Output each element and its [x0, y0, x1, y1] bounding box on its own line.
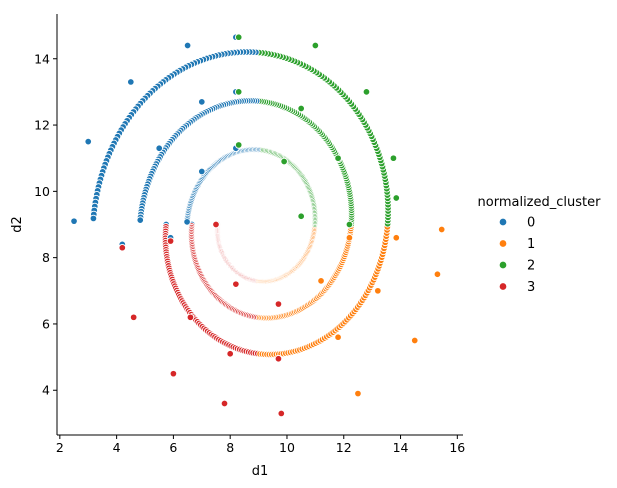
x-ticks: 2 4 6 8 10 12 14 16 — [56, 435, 465, 455]
y-tick-label: 12 — [34, 118, 50, 133]
y-tick-label: 8 — [42, 250, 50, 265]
scatter-point — [183, 218, 191, 226]
x-tick-label: 10 — [279, 440, 295, 455]
scatter-point — [334, 154, 342, 162]
scatter-point — [136, 216, 144, 224]
scatter-point — [274, 300, 283, 308]
scatter-point — [392, 234, 401, 242]
scatter-point — [226, 350, 234, 358]
scatter-point — [84, 137, 92, 146]
scatter-point — [277, 409, 286, 418]
axes: 2 4 6 8 10 12 14 16 4 6 8 10 12 14 d1 d2 — [10, 14, 465, 479]
scatter-point — [198, 98, 206, 106]
scatter-point — [345, 234, 354, 242]
scatter-point — [274, 355, 283, 363]
y-axis-label: d2 — [10, 216, 25, 233]
scatter-point — [129, 313, 138, 322]
legend-marker — [498, 239, 508, 248]
scatter-point — [234, 141, 243, 149]
scatter-point — [212, 220, 220, 229]
x-axis-label: d1 — [252, 464, 269, 479]
x-tick-label: 2 — [56, 440, 64, 455]
x-tick-label: 16 — [449, 440, 465, 455]
scatter-point — [297, 104, 305, 113]
scatter-point — [220, 399, 229, 408]
legend-label: 2 — [527, 259, 535, 274]
scatter-point — [234, 33, 243, 41]
scatter-point — [433, 270, 442, 278]
scatter-point — [169, 369, 178, 378]
scatter-point — [234, 88, 243, 96]
scatter-point — [334, 333, 342, 341]
scatter-point — [297, 212, 305, 220]
scatter-point — [198, 167, 206, 176]
scatter-point — [392, 194, 401, 202]
scatter-point — [345, 220, 354, 229]
y-tick-label: 4 — [42, 383, 50, 398]
scatter-point — [127, 78, 135, 86]
x-tick-label: 8 — [226, 440, 234, 455]
x-tick-label: 12 — [336, 440, 352, 455]
x-tick-label: 14 — [393, 440, 409, 455]
legend-marker — [498, 217, 508, 227]
y-tick-label: 14 — [34, 51, 50, 66]
legend-title: normalized_cluster — [478, 195, 602, 210]
scatter-point — [362, 88, 371, 96]
y-ticks: 4 6 8 10 12 14 — [34, 51, 57, 398]
scatter-points — [70, 33, 446, 418]
scatter-point — [89, 214, 98, 223]
scatter-point — [166, 237, 175, 245]
scatter-point — [410, 336, 419, 345]
x-tick-label: 4 — [113, 440, 121, 455]
y-tick-label: 10 — [34, 184, 50, 199]
scatter-point — [183, 41, 192, 50]
scatter-point — [374, 287, 382, 295]
y-tick-label: 6 — [42, 316, 50, 331]
scatter-point — [155, 144, 163, 153]
scatter-point — [118, 243, 127, 252]
scatter-point — [317, 277, 325, 285]
scatter-point — [311, 41, 320, 50]
x-tick-label: 6 — [169, 440, 177, 455]
legend-label: 3 — [527, 280, 535, 295]
scatter-point — [354, 389, 362, 398]
scatter-point — [232, 280, 240, 288]
legend-label: 1 — [527, 237, 535, 252]
scatter-point — [186, 313, 195, 322]
scatter-point — [389, 154, 398, 162]
scatter-point — [437, 225, 446, 234]
legend: normalized_cluster 0 1 2 3 — [478, 195, 602, 295]
legend-marker — [498, 282, 508, 291]
legend-marker — [498, 260, 508, 270]
legend-label: 0 — [527, 216, 535, 231]
scatter-point — [70, 217, 78, 225]
scatter-point — [280, 157, 288, 166]
legend-items: 0 1 2 3 — [498, 216, 535, 295]
